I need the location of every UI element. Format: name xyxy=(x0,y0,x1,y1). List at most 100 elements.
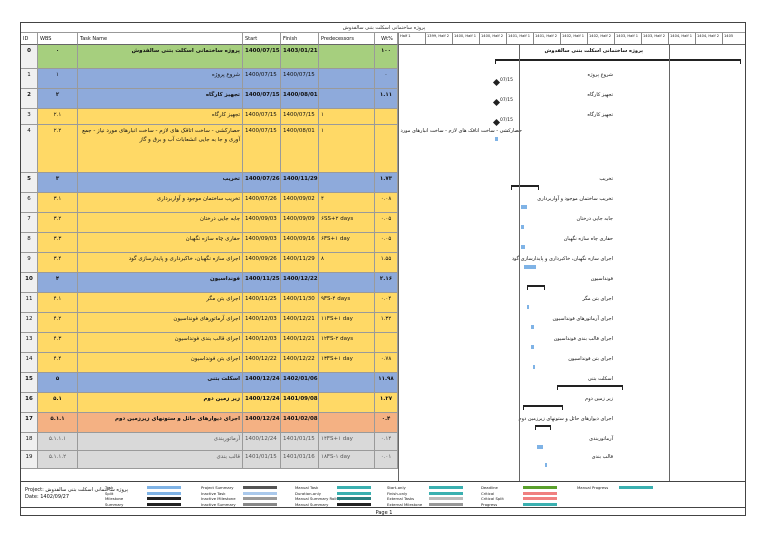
cell-wbs[interactable]: ۵ xyxy=(38,373,78,393)
cell-wbs[interactable]: ۰ xyxy=(38,45,78,69)
cell-name[interactable]: پروژه ساختمانی اسکلت بتنی سالفدوش xyxy=(78,45,243,69)
column-header-task-name[interactable]: Task Name xyxy=(78,33,243,45)
table-row[interactable]: 13 ۴.۳ اجرای قالب بندی فونداسیون 1400/12/03… xyxy=(21,333,398,353)
cell-wt[interactable]: ۱.۳۲ xyxy=(375,313,398,333)
cell-start[interactable]: 1400/12/24 xyxy=(243,373,281,393)
cell-pred[interactable] xyxy=(319,89,375,109)
table-row[interactable]: 2 ۲ تجهیز کارگاه 1400/07/15 1400/08/01 ۱.۱۱ xyxy=(21,89,398,109)
table-row[interactable]: 19 ۵.۱.۱.۲ قالب بندی 1401/01/15 1401/01/16 ۱۸… xyxy=(21,451,398,469)
cell-finish[interactable]: 1400/09/02 xyxy=(281,193,319,213)
cell-start[interactable]: 1400/12/03 xyxy=(243,333,281,353)
cell-finish[interactable]: 1400/12/21 xyxy=(281,333,319,353)
cell-start[interactable]: 1400/07/15 xyxy=(243,89,281,109)
cell-wt[interactable]: ۲.۱۶ xyxy=(375,273,398,293)
task-bar[interactable] xyxy=(531,325,534,329)
cell-id[interactable]: 14 xyxy=(21,353,38,373)
task-bar[interactable] xyxy=(545,463,547,467)
cell-pred[interactable]: ۶FS+۱ day xyxy=(319,233,375,253)
cell-start[interactable]: 1400/09/03 xyxy=(243,233,281,253)
cell-pred[interactable]: ۱۲FS-۲ days xyxy=(319,333,375,353)
cell-pred[interactable] xyxy=(319,273,375,293)
cell-id[interactable]: 6 xyxy=(21,193,38,213)
cell-finish[interactable]: 1400/07/15 xyxy=(281,109,319,125)
cell-start[interactable]: 1400/09/03 xyxy=(243,213,281,233)
column-header-wbs[interactable]: WBS xyxy=(38,33,78,45)
table-row[interactable]: 1 ۱ شروع پروژه 1400/07/15 1400/07/15 ۰ xyxy=(21,69,398,89)
cell-finish[interactable]: 1400/08/01 xyxy=(281,125,319,173)
cell-wbs[interactable]: ۱ xyxy=(38,69,78,89)
cell-start[interactable]: 1400/12/22 xyxy=(243,353,281,373)
cell-start[interactable]: 1400/07/15 xyxy=(243,125,281,173)
cell-pred[interactable] xyxy=(319,69,375,89)
cell-wt[interactable]: ۱.۷۳ xyxy=(375,173,398,193)
cell-id[interactable]: 3 xyxy=(21,109,38,125)
cell-wbs[interactable]: ۳.۴ xyxy=(38,253,78,273)
table-row[interactable]: 3 ۲.۱ تجهیز کارگاه 1400/07/15 1400/07/15 ۱ xyxy=(21,109,398,125)
cell-start[interactable]: 1400/07/15 xyxy=(243,109,281,125)
column-header-predecessors[interactable]: Predecessors xyxy=(319,33,375,45)
cell-start[interactable]: 1400/12/24 xyxy=(243,413,281,433)
cell-wbs[interactable]: ۴.۴ xyxy=(38,353,78,373)
cell-start[interactable]: 1400/07/26 xyxy=(243,193,281,213)
cell-id[interactable]: 2 xyxy=(21,89,38,109)
cell-finish[interactable]: 1401/09/08 xyxy=(281,393,319,413)
cell-wbs[interactable]: ۵.۱.۱.۲ xyxy=(38,451,78,469)
cell-id[interactable]: 5 xyxy=(21,173,38,193)
cell-name[interactable]: جابه جایی درختان xyxy=(78,213,243,233)
cell-name[interactable]: قالب بندی xyxy=(78,451,243,469)
cell-id[interactable]: 12 xyxy=(21,313,38,333)
task-bar[interactable] xyxy=(521,225,524,229)
milestone-marker[interactable] xyxy=(492,78,501,87)
cell-name[interactable]: تخریب xyxy=(78,173,243,193)
cell-name[interactable]: شروع پروژه xyxy=(78,69,243,89)
cell-start[interactable]: 1400/07/15 xyxy=(243,45,281,69)
cell-name[interactable]: اجرای بتن مگر xyxy=(78,293,243,313)
cell-finish[interactable]: 1401/01/16 xyxy=(281,451,319,469)
cell-wbs[interactable]: ۲.۲ xyxy=(38,125,78,173)
cell-finish[interactable]: 1400/11/29 xyxy=(281,173,319,193)
cell-name[interactable]: تجهیز کارگاه xyxy=(78,89,243,109)
table-row[interactable]: 17 ۵.۱.۱ اجرای دیوارهای حائل و ستونهای زیر… xyxy=(21,413,398,433)
table-row[interactable]: 10 ۴ فونداسیون 1400/11/25 1400/12/22 ۲.۱۶ xyxy=(21,273,398,293)
cell-start[interactable]: 1400/11/25 xyxy=(243,293,281,313)
cell-name[interactable]: آرماتوربندی xyxy=(78,433,243,451)
summary-bar[interactable] xyxy=(527,285,545,290)
cell-pred[interactable] xyxy=(319,45,375,69)
milestone-marker[interactable] xyxy=(492,98,501,107)
milestone-marker[interactable] xyxy=(492,118,501,127)
cell-id[interactable]: 16 xyxy=(21,393,38,413)
cell-wbs[interactable]: ۳.۲ xyxy=(38,213,78,233)
table-row[interactable]: 9 ۳.۴ اجرای سازه نگهبان، خاکبرداری و پایدا… xyxy=(21,253,398,273)
cell-pred[interactable]: ۱۴FS+۱ day xyxy=(319,433,375,451)
cell-id[interactable]: 11 xyxy=(21,293,38,313)
cell-pred[interactable]: ۸ xyxy=(319,253,375,273)
cell-wbs[interactable]: ۴ xyxy=(38,273,78,293)
cell-id[interactable]: 7 xyxy=(21,213,38,233)
task-bar[interactable] xyxy=(521,245,525,249)
column-header-weight[interactable]: Wt% xyxy=(375,33,398,45)
task-bar[interactable] xyxy=(527,305,529,309)
table-row[interactable]: 14 ۴.۴ اجرای بتن فونداسیون 1400/12/22 1400/1… xyxy=(21,353,398,373)
cell-finish[interactable]: 1401/02/08 xyxy=(281,413,319,433)
cell-wt[interactable]: ۱.۵۵ xyxy=(375,253,398,273)
column-header-id[interactable]: ID xyxy=(21,33,38,45)
task-bar[interactable] xyxy=(521,205,527,209)
cell-wt[interactable]: ۰ xyxy=(375,69,398,89)
cell-wt[interactable]: ۰.۰۵ xyxy=(375,233,398,253)
cell-finish[interactable]: 1400/12/21 xyxy=(281,313,319,333)
cell-finish[interactable]: 1400/07/15 xyxy=(281,69,319,89)
cell-id[interactable]: 17 xyxy=(21,413,38,433)
cell-wt[interactable]: ۱.۲۷ xyxy=(375,393,398,413)
cell-pred[interactable]: ۱۱FS+۱ day xyxy=(319,313,375,333)
cell-wt[interactable]: ۰.۴ xyxy=(375,413,398,433)
cell-wt[interactable] xyxy=(375,125,398,173)
cell-id[interactable]: 1 xyxy=(21,69,38,89)
table-row[interactable]: 16 ۵.۱ زیر زمین دوم 1400/12/24 1401/09/08 ۱.۲… xyxy=(21,393,398,413)
cell-wt[interactable]: ۰.۰۱ xyxy=(375,451,398,469)
table-row[interactable]: 6 ۳.۱ تخریب ساختمان موجود و آواربرداری 1400… xyxy=(21,193,398,213)
cell-start[interactable]: 1400/12/24 xyxy=(243,393,281,413)
cell-name[interactable]: اجرای دیوارهای حائل و ستونهای زیرزمین دو… xyxy=(78,413,243,433)
cell-wbs[interactable]: ۵.۱ xyxy=(38,393,78,413)
summary-bar[interactable] xyxy=(511,185,539,190)
cell-id[interactable]: 19 xyxy=(21,451,38,469)
